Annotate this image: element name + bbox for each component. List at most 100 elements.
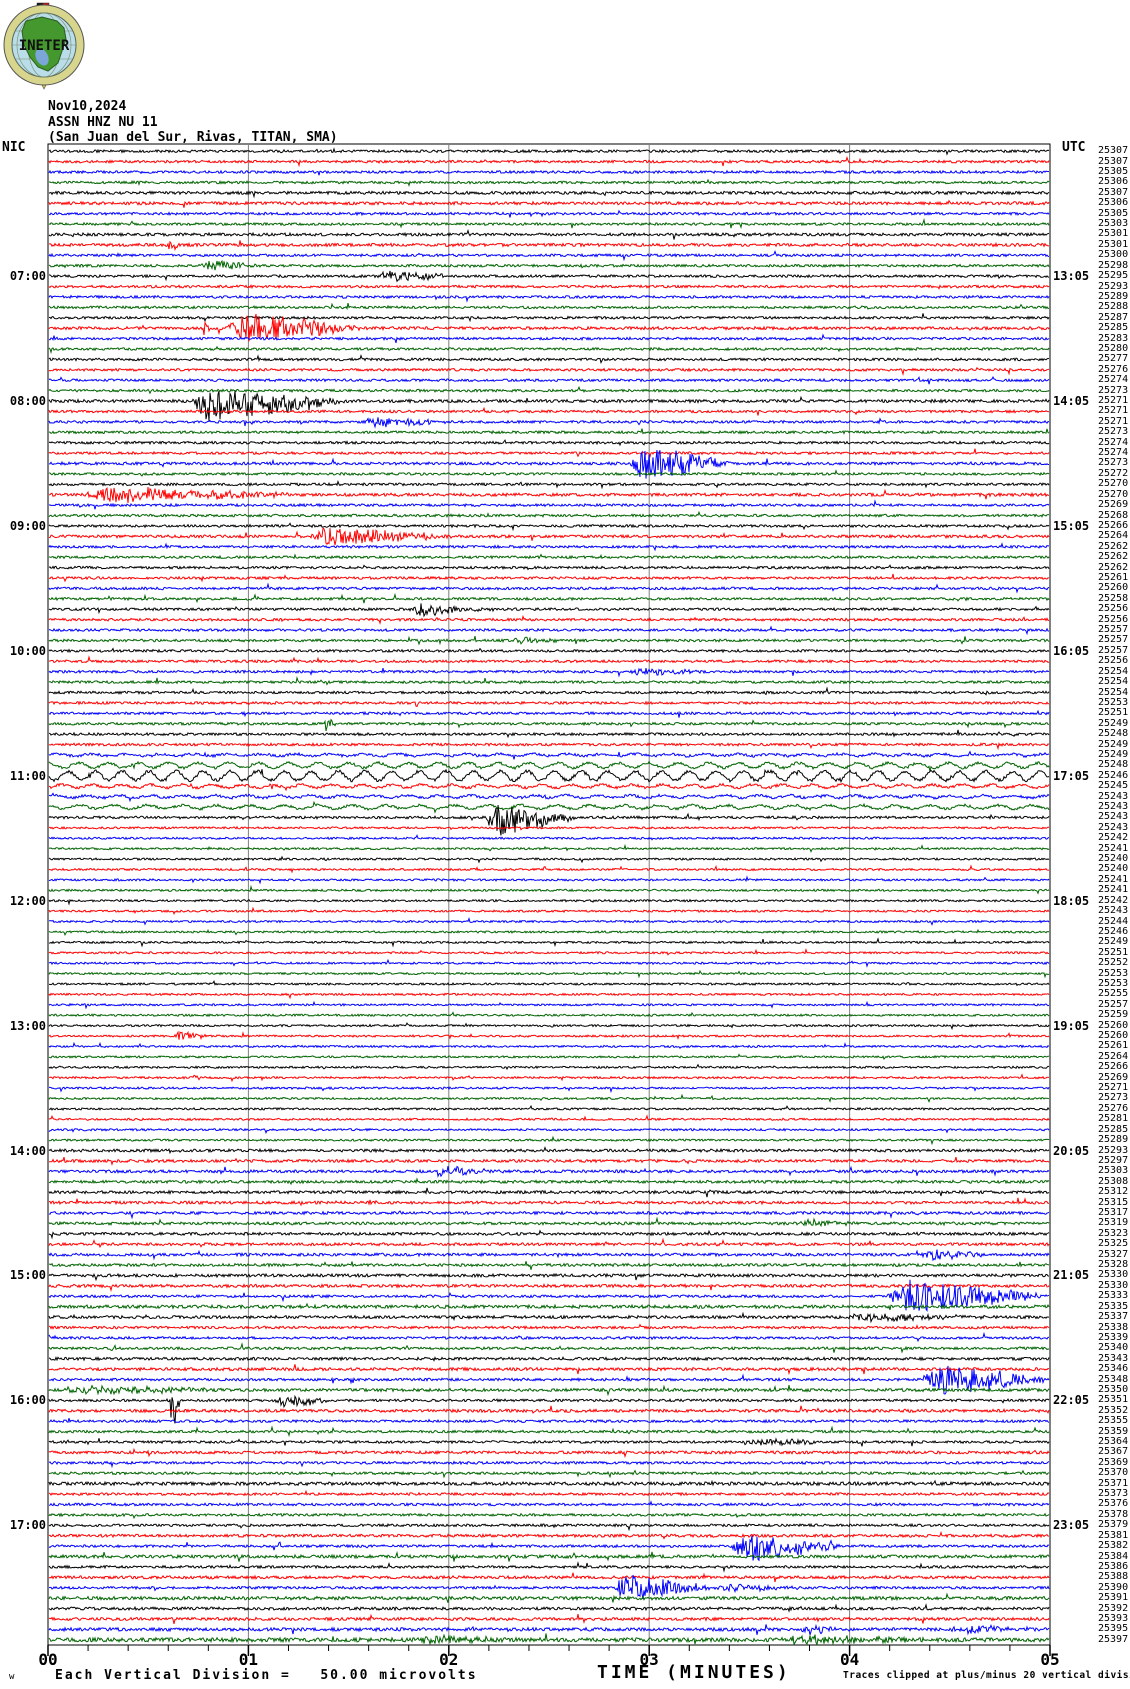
seismogram-trace-row <box>49 1156 1050 1166</box>
seismogram-trace-row <box>48 1405 1050 1414</box>
seismogram-trace-row <box>48 582 1050 594</box>
seismogram-trace-row <box>48 302 1050 311</box>
seismogram-trace-row <box>48 313 1050 342</box>
trace-value: 25327 <box>1098 1248 1129 1260</box>
footer-clip-note: Traces clipped at plus/minus 20 vertical… <box>843 1670 1130 1681</box>
trace-value: 25359 <box>1098 1425 1129 1437</box>
plot-border <box>47 143 1051 1646</box>
seismogram-trace-row <box>48 855 1050 864</box>
seismogram-trace-row <box>48 635 1050 646</box>
header-date: Nov10,2024 <box>48 99 127 114</box>
utc-time-label: 23:05 <box>1053 1518 1090 1533</box>
trace-value: 25300 <box>1098 249 1129 261</box>
seismogram-trace-row <box>48 1272 1050 1282</box>
seismogram-trace-row <box>48 1135 1050 1146</box>
trace-value: 25240 <box>1098 853 1129 865</box>
trace-value: 25276 <box>1098 363 1129 375</box>
seismogram-trace-row <box>48 647 1050 654</box>
trace-value: 25258 <box>1098 592 1129 604</box>
seismogram-trace-row <box>48 1000 1050 1010</box>
seismogram-trace-row <box>48 527 1050 546</box>
trace-value: 25352 <box>1098 1404 1129 1416</box>
trace-value: 25255 <box>1098 988 1129 1000</box>
trace-value: 25287 <box>1098 311 1129 323</box>
trace-value: 25248 <box>1098 759 1129 771</box>
seismogram-trace-row <box>48 782 1050 792</box>
trace-value: 25249 <box>1098 738 1129 750</box>
trace-value: 25261 <box>1098 1040 1129 1052</box>
trace-value: 25274 <box>1098 374 1129 386</box>
trace-value: 25391 <box>1098 1592 1129 1604</box>
trace-value: 25273 <box>1098 1092 1129 1104</box>
local-time-label: 08:00 <box>9 394 46 409</box>
trace-value: 25364 <box>1098 1436 1129 1447</box>
seismogram-trace-row <box>48 898 1050 906</box>
local-time-label: 09:00 <box>9 518 46 533</box>
trace-value: 25397 <box>1098 1633 1129 1645</box>
local-time-label: 11:00 <box>9 768 46 783</box>
trace-value: 25264 <box>1098 530 1129 542</box>
trace-value: 25328 <box>1098 1259 1129 1271</box>
seismogram-trace-row <box>48 190 1050 199</box>
seismogram-trace-row <box>48 1279 1050 1312</box>
trace-value: 25256 <box>1098 655 1129 667</box>
seismogram-trace-row <box>48 1633 1050 1646</box>
utc-time-label: 18:05 <box>1053 893 1090 908</box>
seismogram-trace-row <box>48 1229 1050 1240</box>
seismogram-trace-row <box>48 499 1050 510</box>
local-time-label: 07:00 <box>9 269 46 284</box>
trace-value: 25343 <box>1098 1352 1129 1364</box>
trace-value: 25256 <box>1098 613 1129 625</box>
seismogram-trace-row <box>48 1512 1050 1520</box>
seismogram-trace-row <box>48 553 1050 560</box>
seismogram-trace-row <box>48 1550 1050 1562</box>
x-axis-tick-label: 03 <box>639 1650 659 1669</box>
trace-value: 25254 <box>1098 676 1129 688</box>
x-axis-tick-label: 00 <box>38 1650 58 1669</box>
seismogram-trace-row <box>48 843 1050 853</box>
seismogram-trace-row <box>48 1331 1050 1343</box>
trace-value: 25262 <box>1098 540 1129 552</box>
seismogram-trace-row <box>48 675 1050 686</box>
trace-value: 25306 <box>1098 176 1129 188</box>
trace-value: 25241 <box>1098 873 1129 885</box>
seismogram-trace-row <box>48 667 1050 678</box>
trace-value: 25376 <box>1098 1498 1129 1510</box>
trace-value: 25242 <box>1098 894 1129 906</box>
utc-time-label: 16:05 <box>1053 643 1090 658</box>
seismogram-trace-row <box>48 906 1050 915</box>
seismogram-trace-row <box>48 1364 1050 1376</box>
trace-value: 25339 <box>1098 1331 1129 1343</box>
seismogram-trace-row <box>48 469 1050 477</box>
utc-time-label: 15:05 <box>1053 518 1090 533</box>
trace-value: 25264 <box>1098 1050 1129 1062</box>
seismogram-trace-row <box>48 834 1050 841</box>
seismogram-trace-row <box>48 366 1050 376</box>
trace-value: 25305 <box>1098 166 1129 178</box>
seismogram-trace-row <box>48 1165 1050 1178</box>
trace-value: 25277 <box>1098 353 1129 365</box>
trace-value: 25246 <box>1098 769 1129 781</box>
seismogram-trace-row <box>48 1114 1050 1122</box>
seismogram-trace-row <box>48 1283 1050 1293</box>
trace-value: 25293 <box>1098 280 1129 292</box>
seismogram-trace-row <box>48 718 1050 732</box>
utc-time-label: 22:05 <box>1053 1393 1090 1408</box>
seismogram-trace-row <box>48 1063 1050 1071</box>
utc-time-label: 21:05 <box>1053 1268 1090 1283</box>
trace-value: 25305 <box>1098 207 1129 219</box>
trace-value: 25262 <box>1098 561 1129 573</box>
trace-value: 25338 <box>1098 1321 1129 1333</box>
trace-value: 25253 <box>1098 696 1129 708</box>
trace-value: 25243 <box>1098 821 1129 833</box>
footer-scale-note: Each Vertical Division = 50.00 microvolt… <box>55 1668 478 1683</box>
trace-value: 25243 <box>1098 905 1129 917</box>
trace-value: 25274 <box>1098 447 1129 459</box>
trace-value: 25251 <box>1098 707 1129 719</box>
trace-value: 25280 <box>1098 342 1129 354</box>
seismogram-trace-row <box>48 614 1050 625</box>
trace-value: 25270 <box>1098 478 1129 490</box>
trace-value: 25337 <box>1098 1311 1129 1323</box>
trace-value: 25388 <box>1098 1571 1129 1583</box>
